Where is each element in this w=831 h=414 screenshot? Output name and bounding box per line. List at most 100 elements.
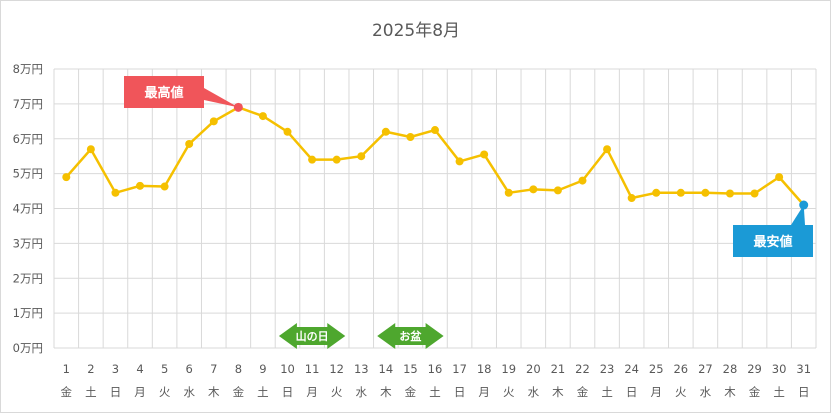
x-weekday-label: 土 bbox=[601, 385, 613, 399]
y-tick-label: 0万円 bbox=[13, 341, 43, 355]
x-axis: 1金2土3日4月5火6水7木8金9土10日11月12火13水14木15金16土1… bbox=[61, 362, 811, 399]
x-tick-label: 23 bbox=[600, 362, 615, 376]
x-weekday-label: 月 bbox=[650, 385, 662, 399]
x-weekday-label: 金 bbox=[749, 385, 761, 399]
x-weekday-label: 火 bbox=[159, 385, 171, 399]
callout-pointer bbox=[791, 205, 805, 225]
y-tick-label: 3万円 bbox=[13, 236, 43, 250]
x-tick-label: 30 bbox=[772, 362, 787, 376]
x-weekday-label: 木 bbox=[724, 385, 736, 399]
data-point bbox=[136, 181, 145, 190]
callout-box bbox=[733, 225, 813, 257]
x-weekday-label: 金 bbox=[577, 385, 589, 399]
x-weekday-label: 日 bbox=[798, 385, 810, 399]
x-weekday-label: 木 bbox=[208, 385, 220, 399]
data-point bbox=[775, 173, 784, 182]
price-series bbox=[62, 103, 808, 210]
data-point bbox=[185, 139, 194, 148]
x-tick-label: 4 bbox=[136, 362, 143, 376]
x-tick-label: 2 bbox=[87, 362, 94, 376]
x-weekday-label: 金 bbox=[405, 385, 417, 399]
x-tick-label: 5 bbox=[161, 362, 168, 376]
y-tick-label: 7万円 bbox=[13, 97, 43, 111]
range-arrow bbox=[377, 323, 444, 349]
y-tick-label: 4万円 bbox=[13, 202, 43, 216]
callout-box bbox=[124, 76, 204, 108]
data-point bbox=[725, 189, 734, 198]
data-point bbox=[652, 188, 661, 197]
callout-label: 最高値 bbox=[144, 85, 183, 101]
x-weekday-label: 木 bbox=[380, 385, 392, 399]
x-tick-label: 8 bbox=[235, 362, 242, 376]
data-point bbox=[160, 182, 169, 191]
data-point bbox=[504, 188, 513, 197]
x-tick-label: 31 bbox=[796, 362, 811, 376]
x-tick-label: 15 bbox=[403, 362, 418, 376]
data-point bbox=[258, 112, 267, 121]
x-weekday-label: 火 bbox=[331, 385, 343, 399]
data-point bbox=[332, 155, 341, 164]
y-tick-label: 8万円 bbox=[13, 62, 43, 76]
data-point bbox=[357, 152, 366, 161]
grid-layer bbox=[53, 68, 817, 349]
x-tick-label: 21 bbox=[551, 362, 566, 376]
x-tick-label: 12 bbox=[329, 362, 344, 376]
range-label: 山の日 bbox=[296, 329, 329, 343]
x-weekday-label: 土 bbox=[773, 385, 785, 399]
data-point bbox=[553, 186, 562, 195]
holiday-ranges: 山の日 お盆 bbox=[278, 323, 444, 349]
x-tick-label: 17 bbox=[452, 362, 467, 376]
x-weekday-label: 水 bbox=[528, 385, 540, 399]
x-tick-label: 29 bbox=[747, 362, 762, 376]
x-tick-label: 22 bbox=[575, 362, 590, 376]
x-weekday-label: 金 bbox=[61, 385, 73, 399]
data-point bbox=[111, 188, 120, 197]
callout-label: 最安値 bbox=[753, 234, 792, 250]
x-weekday-label: 金 bbox=[233, 385, 245, 399]
data-point bbox=[455, 157, 464, 166]
data-point bbox=[603, 145, 612, 154]
x-tick-label: 10 bbox=[280, 362, 295, 376]
x-tick-label: 16 bbox=[428, 362, 443, 376]
data-point bbox=[431, 126, 439, 135]
data-point bbox=[750, 189, 759, 198]
data-point bbox=[308, 155, 317, 164]
data-point bbox=[676, 188, 685, 197]
x-tick-label: 3 bbox=[112, 362, 119, 376]
x-weekday-label: 日 bbox=[626, 385, 638, 399]
data-point bbox=[209, 117, 218, 126]
x-weekday-label: 日 bbox=[282, 385, 294, 399]
x-tick-label: 19 bbox=[501, 362, 516, 376]
x-weekday-label: 火 bbox=[503, 385, 515, 399]
x-tick-label: 28 bbox=[723, 362, 738, 376]
x-weekday-label: 水 bbox=[356, 385, 368, 399]
x-tick-label: 20 bbox=[526, 362, 541, 376]
x-weekday-label: 日 bbox=[110, 385, 122, 399]
chart-title: 2025年8月 bbox=[372, 21, 460, 41]
x-tick-label: 25 bbox=[649, 362, 664, 376]
data-point bbox=[381, 127, 390, 136]
x-tick-label: 18 bbox=[477, 362, 492, 376]
x-weekday-label: 水 bbox=[183, 385, 195, 399]
x-weekday-label: 月 bbox=[134, 385, 146, 399]
y-tick-label: 2万円 bbox=[13, 271, 43, 285]
x-tick-label: 1 bbox=[63, 362, 70, 376]
x-weekday-label: 土 bbox=[429, 385, 441, 399]
y-tick-label: 6万円 bbox=[13, 132, 43, 146]
x-tick-label: 26 bbox=[673, 362, 688, 376]
data-point bbox=[578, 176, 587, 185]
y-axis: 0万円 1万円 2万円 3万円 4万円 5万円 6万円 7万円 8万円 bbox=[13, 62, 43, 355]
x-weekday-label: 木 bbox=[552, 385, 564, 399]
data-point bbox=[283, 127, 292, 136]
x-weekday-label: 水 bbox=[700, 385, 712, 399]
x-tick-label: 6 bbox=[186, 362, 193, 376]
data-point bbox=[86, 145, 95, 154]
x-weekday-label: 火 bbox=[675, 385, 687, 399]
x-weekday-label: 月 bbox=[478, 385, 490, 399]
x-weekday-label: 土 bbox=[257, 385, 269, 399]
x-tick-label: 9 bbox=[259, 362, 266, 376]
data-point bbox=[406, 133, 415, 142]
x-tick-label: 11 bbox=[305, 362, 320, 376]
